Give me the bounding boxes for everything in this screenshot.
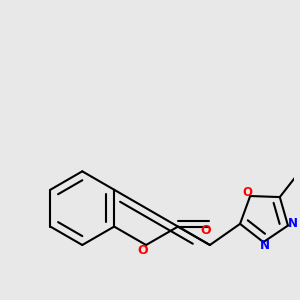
Text: O: O <box>242 186 252 199</box>
Text: N: N <box>288 217 298 230</box>
Text: O: O <box>201 224 212 237</box>
Text: N: N <box>260 239 270 253</box>
Text: O: O <box>137 244 148 257</box>
